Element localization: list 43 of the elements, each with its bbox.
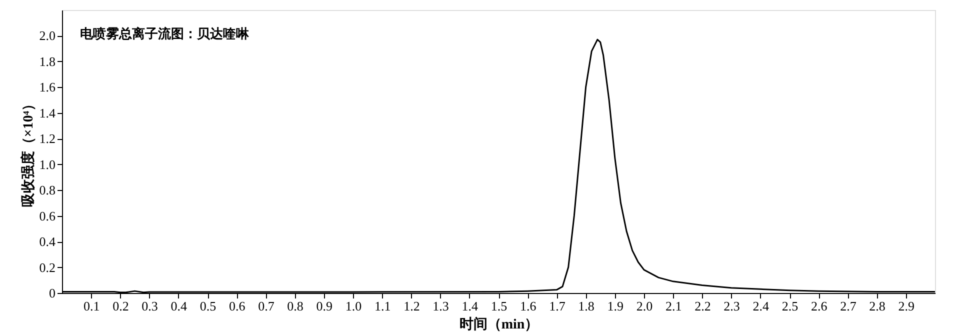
x-tick-label: 1.4 xyxy=(462,298,479,314)
y-tick-label: 1.6 xyxy=(39,80,56,95)
x-tick-label: 1.0 xyxy=(345,298,362,314)
y-tick-label: 2.0 xyxy=(39,28,56,44)
x-tick-label: 0.1 xyxy=(83,298,100,314)
y-tick-label: 0.6 xyxy=(39,208,56,224)
y-tick-label: 0.8 xyxy=(39,182,56,198)
x-tick-label: 0.2 xyxy=(112,298,129,314)
x-tick-label: 2.9 xyxy=(898,298,915,314)
x-tick-label: 2.8 xyxy=(869,298,886,314)
x-tick-label: 1.6 xyxy=(520,298,537,314)
x-tick-label: 0.7 xyxy=(258,298,275,314)
x-tick-label: 2.4 xyxy=(752,298,770,314)
x-tick-label: 1.9 xyxy=(607,298,624,314)
x-axis-title: 时间（min） xyxy=(459,316,539,332)
x-tick-label: 0.6 xyxy=(228,298,246,314)
x-tick-label: 1.8 xyxy=(578,298,594,314)
x-tick-label: 2.7 xyxy=(840,298,857,314)
y-tick-label: 0.4 xyxy=(39,234,56,250)
x-tick-label: 2.2 xyxy=(694,298,711,314)
x-tick-label: 2.5 xyxy=(782,298,798,314)
annotation: 电喷雾总离子流图：贝达喹啉 xyxy=(80,26,250,42)
y-tick-label: 1.4 xyxy=(39,105,56,120)
x-tick-label: 0.5 xyxy=(200,298,216,314)
x-tick-label: 0.9 xyxy=(316,298,333,314)
x-tick-label: 1.1 xyxy=(374,298,391,314)
x-tick-label: 1.3 xyxy=(432,298,449,314)
x-tick-label: 1.2 xyxy=(404,298,420,314)
x-tick-label: 0.4 xyxy=(170,298,188,314)
x-tick-label: 1.5 xyxy=(490,298,508,314)
y-tick-label: 0 xyxy=(49,286,56,300)
x-tick-label: 2.0 xyxy=(636,298,653,314)
x-tick-label: 1.7 xyxy=(549,298,566,314)
y-tick-label: 1.0 xyxy=(39,156,56,172)
x-tick-label: 2.6 xyxy=(810,298,828,314)
x-tick-label: 2.1 xyxy=(665,298,682,314)
x-tick-label: 0.3 xyxy=(142,298,158,314)
y-tick-label: 0.2 xyxy=(39,260,56,275)
x-tick-label: 0.8 xyxy=(287,298,304,314)
x-tick-label: 2.3 xyxy=(724,298,740,314)
y-axis-title: 吸收强度（×10⁴） xyxy=(19,96,36,208)
y-tick-label: 1.2 xyxy=(39,131,56,146)
y-tick-label: 1.8 xyxy=(39,54,56,69)
